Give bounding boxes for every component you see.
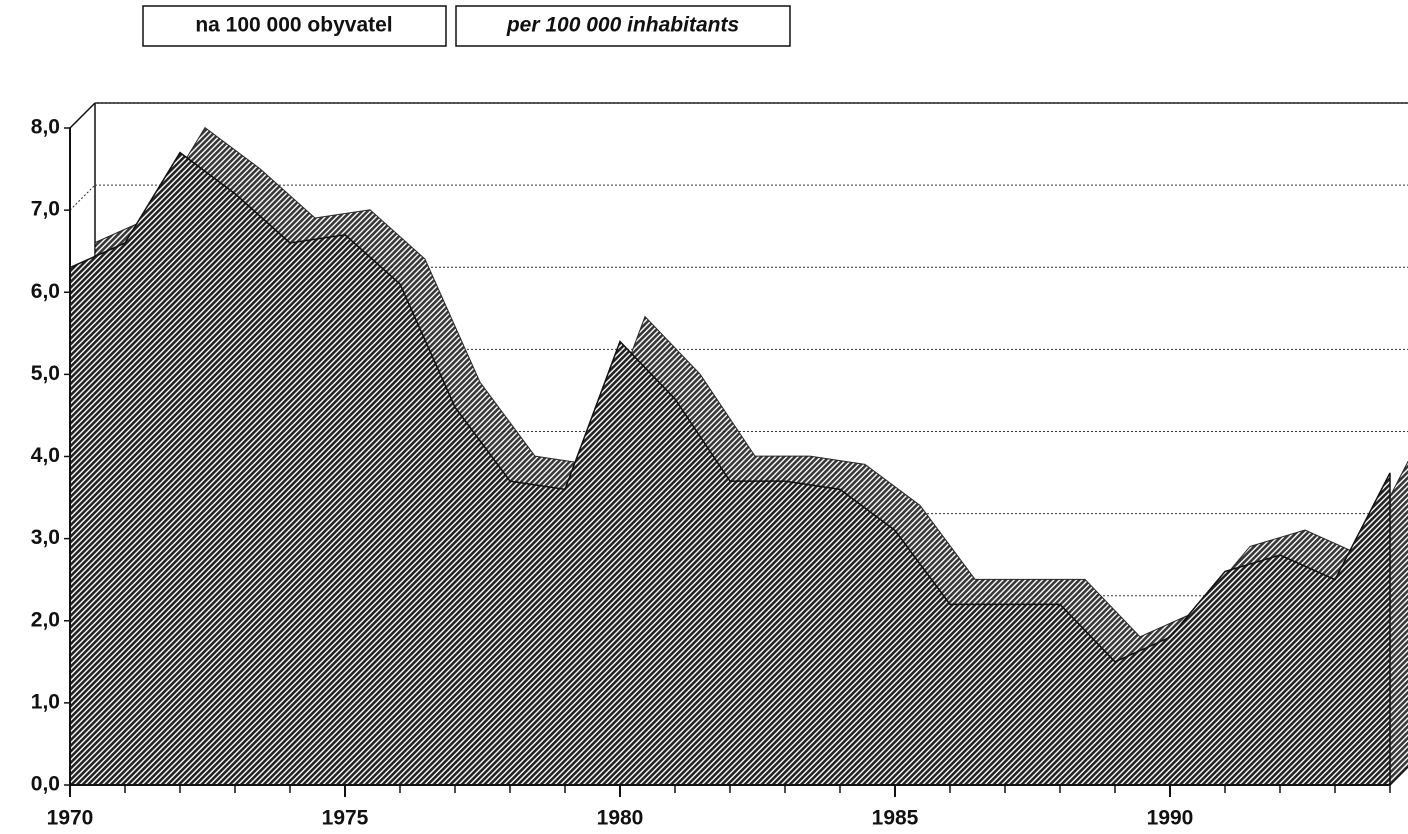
y-tick-label: 8,0 xyxy=(31,116,60,139)
y-tick-label: 2,0 xyxy=(31,608,60,631)
y-tick-label: 1,0 xyxy=(31,690,60,713)
y-tick-label: 4,0 xyxy=(31,444,60,467)
label-box xyxy=(142,5,447,47)
y-tick-label: 6,0 xyxy=(31,280,60,303)
y-tick-label: 3,0 xyxy=(31,526,60,549)
area xyxy=(69,151,1391,786)
x-tick-label: 1980 xyxy=(597,807,644,830)
grid-line xyxy=(69,184,96,211)
label: na 100 000 obyvatel xyxy=(195,14,392,37)
label: per 100 000 inhabitants xyxy=(506,14,739,37)
y-tick-label: 7,0 xyxy=(31,198,60,221)
x-tick-label: 1970 xyxy=(47,807,94,830)
axis-join xyxy=(69,102,96,129)
y-tick-label: 0,0 xyxy=(31,773,60,796)
x-tick-label: 1990 xyxy=(1147,807,1194,830)
y-tick-label: 5,0 xyxy=(31,362,60,385)
axis-join xyxy=(1389,766,1408,786)
x-tick-label: 1985 xyxy=(872,807,919,830)
label-box xyxy=(455,5,791,47)
x-tick-label: 1975 xyxy=(322,807,369,830)
